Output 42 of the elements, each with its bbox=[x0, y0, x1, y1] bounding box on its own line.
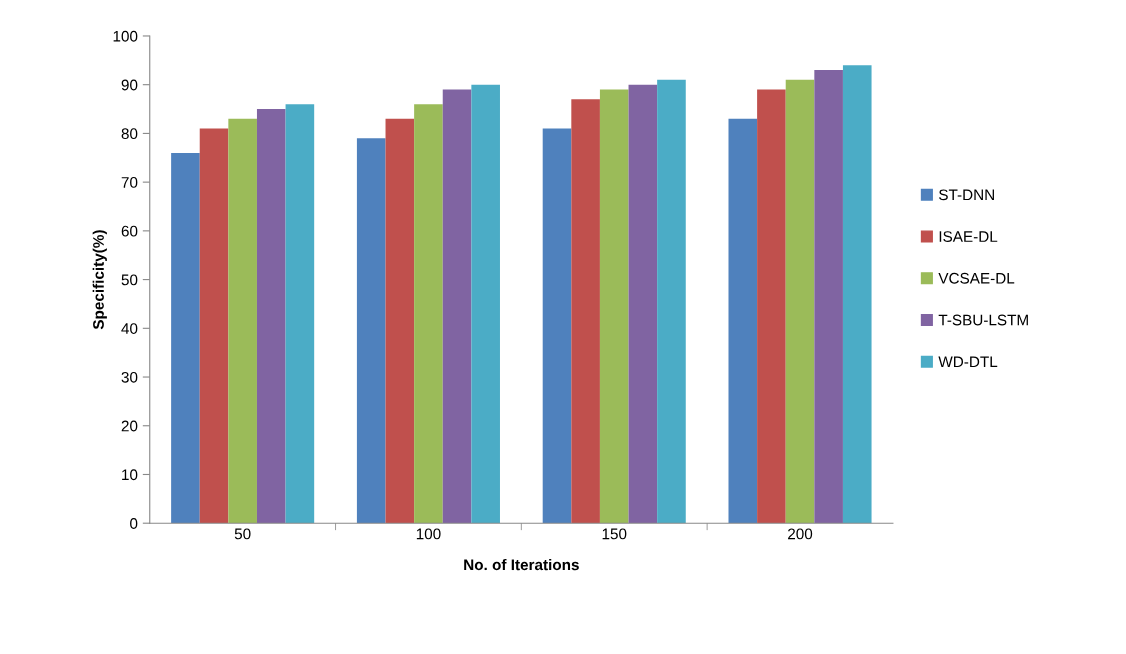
legend-label: ST-DNN bbox=[939, 189, 994, 201]
y-tick-label: 20 bbox=[121, 420, 138, 432]
bar bbox=[285, 104, 315, 524]
bar bbox=[171, 152, 200, 524]
y-tick-label: 50 bbox=[121, 274, 138, 286]
bar bbox=[571, 99, 600, 524]
legend-label: ISAE-DL bbox=[939, 231, 998, 242]
bar bbox=[728, 118, 758, 524]
bar bbox=[228, 118, 257, 524]
y-tick-label: 60 bbox=[121, 225, 138, 237]
y-axis-title: Specificity(%) bbox=[92, 230, 107, 330]
x-axis-title: No. of Iterations bbox=[464, 558, 579, 571]
bar bbox=[256, 109, 286, 524]
bar bbox=[414, 104, 443, 524]
y-tick-label: 100 bbox=[113, 30, 138, 42]
x-tick-label: 150 bbox=[602, 528, 627, 540]
y-tick-label: 80 bbox=[121, 128, 138, 140]
bar bbox=[199, 128, 229, 524]
legend-label: VCSAE-DL bbox=[938, 272, 1015, 284]
bar bbox=[471, 84, 500, 524]
bar bbox=[442, 89, 472, 524]
legend-label: T-SBU-LSTM bbox=[938, 314, 1028, 326]
bar bbox=[785, 79, 815, 524]
y-tick-label: 40 bbox=[121, 323, 138, 334]
y-tick-label: 10 bbox=[122, 469, 138, 481]
y-tick-label: 30 bbox=[121, 371, 138, 383]
bar bbox=[542, 128, 572, 524]
y-tick-label: 90 bbox=[121, 79, 138, 91]
bar bbox=[385, 118, 415, 524]
x-tick-label: 50 bbox=[234, 528, 251, 540]
bar bbox=[814, 70, 843, 524]
bar bbox=[757, 89, 786, 524]
bar bbox=[599, 89, 629, 524]
bar bbox=[842, 65, 872, 524]
x-tick-label: 100 bbox=[416, 528, 441, 540]
bar bbox=[356, 138, 386, 524]
y-tick-label: 0 bbox=[130, 518, 138, 529]
legend-label: WD-DTL bbox=[938, 356, 998, 368]
bar bbox=[657, 79, 686, 524]
x-tick-label: 200 bbox=[788, 528, 813, 540]
bar bbox=[628, 84, 658, 524]
y-tick-label: 70 bbox=[121, 177, 138, 188]
